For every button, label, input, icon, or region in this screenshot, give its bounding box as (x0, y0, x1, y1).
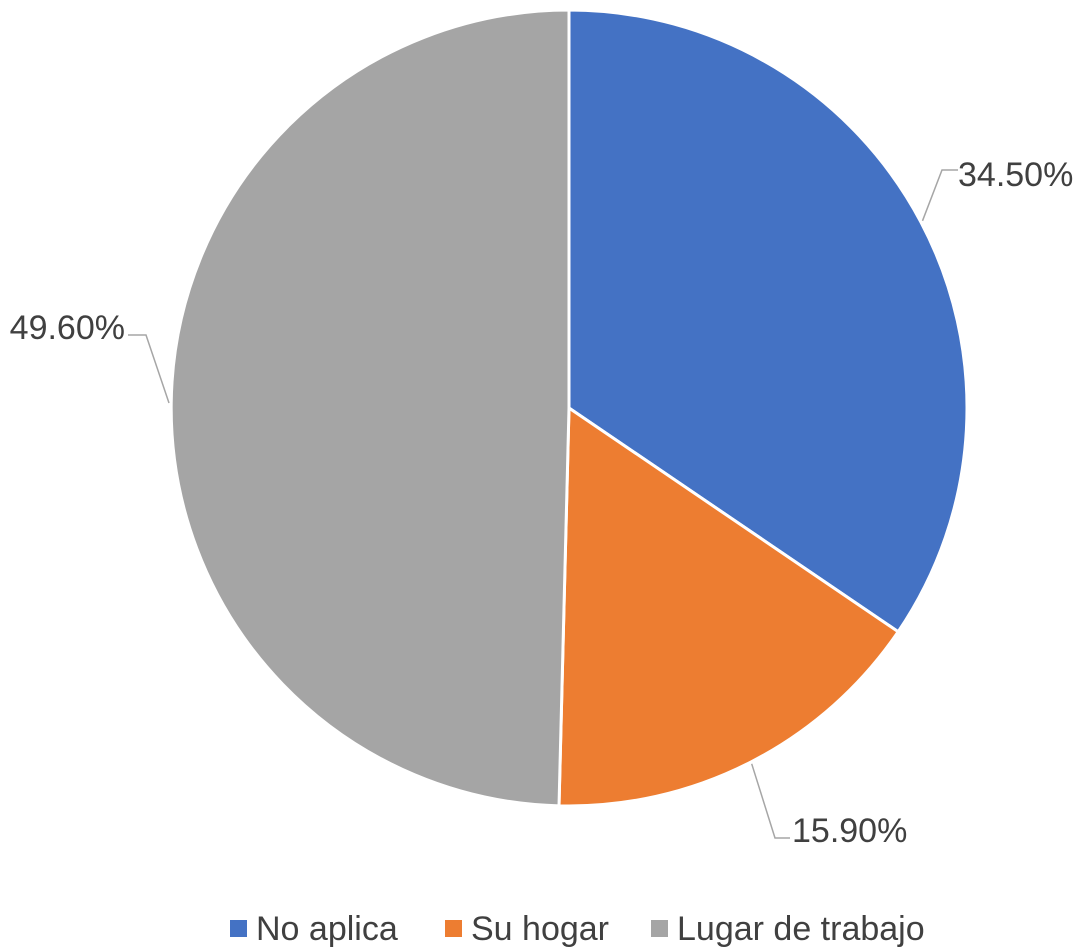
legend-swatch-su-hogar (445, 920, 462, 937)
leader-line-no-aplica (921, 169, 958, 222)
legend-label-no-aplica: No aplica (256, 910, 398, 948)
legend-label-su-hogar: Su hogar (471, 910, 609, 948)
pie-slice-lugar-de-trabajo (169, 8, 571, 808)
legend-item-lugar-de-trabajo: Lugar de trabajo (651, 910, 925, 948)
leader-line-su-hogar (750, 763, 790, 839)
pie-slices (169, 8, 969, 808)
leader-lines (128, 169, 958, 839)
data-label-no-aplica: 34.50% (958, 156, 1073, 194)
data-label-su-hogar: 15.90% (792, 812, 907, 850)
legend-swatch-no-aplica (230, 920, 247, 937)
legend-swatch-lugar-de-trabajo (651, 920, 668, 937)
legend-item-no-aplica: No aplica (230, 910, 398, 948)
pie-slice-no-aplica (567, 8, 969, 634)
legend: No aplica Su hogar Lugar de trabajo (230, 910, 925, 948)
data-label-lugar-de-trabajo: 49.60% (10, 309, 125, 347)
pie-slice-su-hogar (557, 406, 900, 808)
legend-label-lugar-de-trabajo: Lugar de trabajo (677, 910, 925, 948)
leader-line-lugar-de-trabajo (128, 334, 170, 404)
legend-item-su-hogar: Su hogar (445, 910, 609, 948)
